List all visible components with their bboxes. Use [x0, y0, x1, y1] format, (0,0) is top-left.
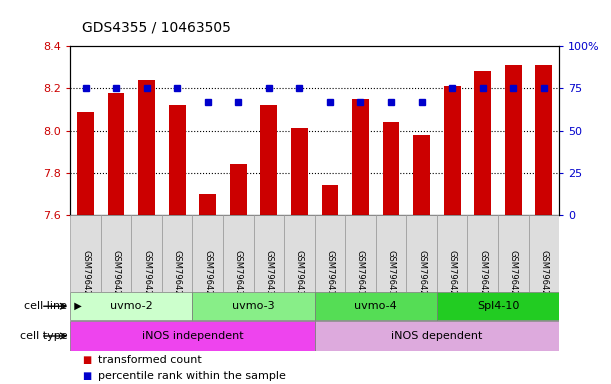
- Text: uvmo-2: uvmo-2: [110, 301, 153, 311]
- Text: GSM796419: GSM796419: [387, 250, 395, 300]
- Bar: [199, 194, 216, 215]
- Bar: [101, 215, 131, 292]
- Bar: [505, 65, 522, 215]
- Bar: [230, 164, 247, 215]
- Bar: [260, 105, 277, 215]
- Text: GSM796429: GSM796429: [203, 250, 212, 300]
- Text: GSM796422: GSM796422: [478, 250, 487, 300]
- Bar: [169, 105, 186, 215]
- Bar: [77, 112, 94, 215]
- Bar: [467, 215, 498, 292]
- Bar: [70, 293, 192, 320]
- Text: ■: ■: [82, 371, 92, 381]
- Bar: [70, 321, 315, 351]
- Text: GSM796417: GSM796417: [326, 250, 334, 300]
- Bar: [192, 293, 315, 320]
- Bar: [529, 215, 559, 292]
- Text: GSM796432: GSM796432: [295, 250, 304, 300]
- Bar: [315, 215, 345, 292]
- Bar: [162, 215, 192, 292]
- Text: GSM796426: GSM796426: [112, 250, 120, 300]
- Text: ■: ■: [82, 355, 92, 365]
- Bar: [131, 215, 162, 292]
- Text: GSM796427: GSM796427: [142, 250, 151, 300]
- Text: GSM796431: GSM796431: [265, 250, 273, 300]
- Bar: [498, 215, 529, 292]
- Bar: [223, 215, 254, 292]
- Text: iNOS independent: iNOS independent: [142, 331, 243, 341]
- Bar: [345, 215, 376, 292]
- Bar: [291, 128, 308, 215]
- Text: GSM796430: GSM796430: [234, 250, 243, 300]
- Text: GSM796424: GSM796424: [540, 250, 548, 300]
- Text: Spl4-10: Spl4-10: [477, 301, 519, 311]
- Bar: [70, 215, 101, 292]
- Text: ▶: ▶: [68, 301, 82, 311]
- Bar: [444, 86, 461, 215]
- Bar: [474, 71, 491, 215]
- Bar: [413, 135, 430, 215]
- Bar: [315, 293, 437, 320]
- Text: percentile rank within the sample: percentile rank within the sample: [98, 371, 285, 381]
- Bar: [437, 215, 467, 292]
- Bar: [406, 215, 437, 292]
- Text: GSM796421: GSM796421: [448, 250, 456, 300]
- Text: transformed count: transformed count: [98, 355, 202, 365]
- Bar: [108, 93, 125, 215]
- Text: GSM796418: GSM796418: [356, 250, 365, 300]
- Bar: [437, 293, 559, 320]
- Bar: [254, 215, 284, 292]
- Text: iNOS dependent: iNOS dependent: [391, 331, 483, 341]
- Bar: [192, 215, 223, 292]
- Text: GSM796420: GSM796420: [417, 250, 426, 300]
- Bar: [535, 65, 552, 215]
- Bar: [376, 215, 406, 292]
- Text: GSM796423: GSM796423: [509, 250, 518, 300]
- Bar: [352, 99, 369, 215]
- Bar: [382, 122, 400, 215]
- Text: cell line: cell line: [24, 301, 67, 311]
- Text: uvmo-3: uvmo-3: [232, 301, 275, 311]
- Bar: [138, 80, 155, 215]
- Bar: [315, 321, 559, 351]
- Text: GSM796428: GSM796428: [173, 250, 181, 300]
- Bar: [284, 215, 315, 292]
- Bar: [321, 185, 338, 215]
- Text: GDS4355 / 10463505: GDS4355 / 10463505: [82, 21, 232, 35]
- Text: uvmo-4: uvmo-4: [354, 301, 397, 311]
- Text: cell type: cell type: [20, 331, 67, 341]
- Text: GSM796425: GSM796425: [81, 250, 90, 300]
